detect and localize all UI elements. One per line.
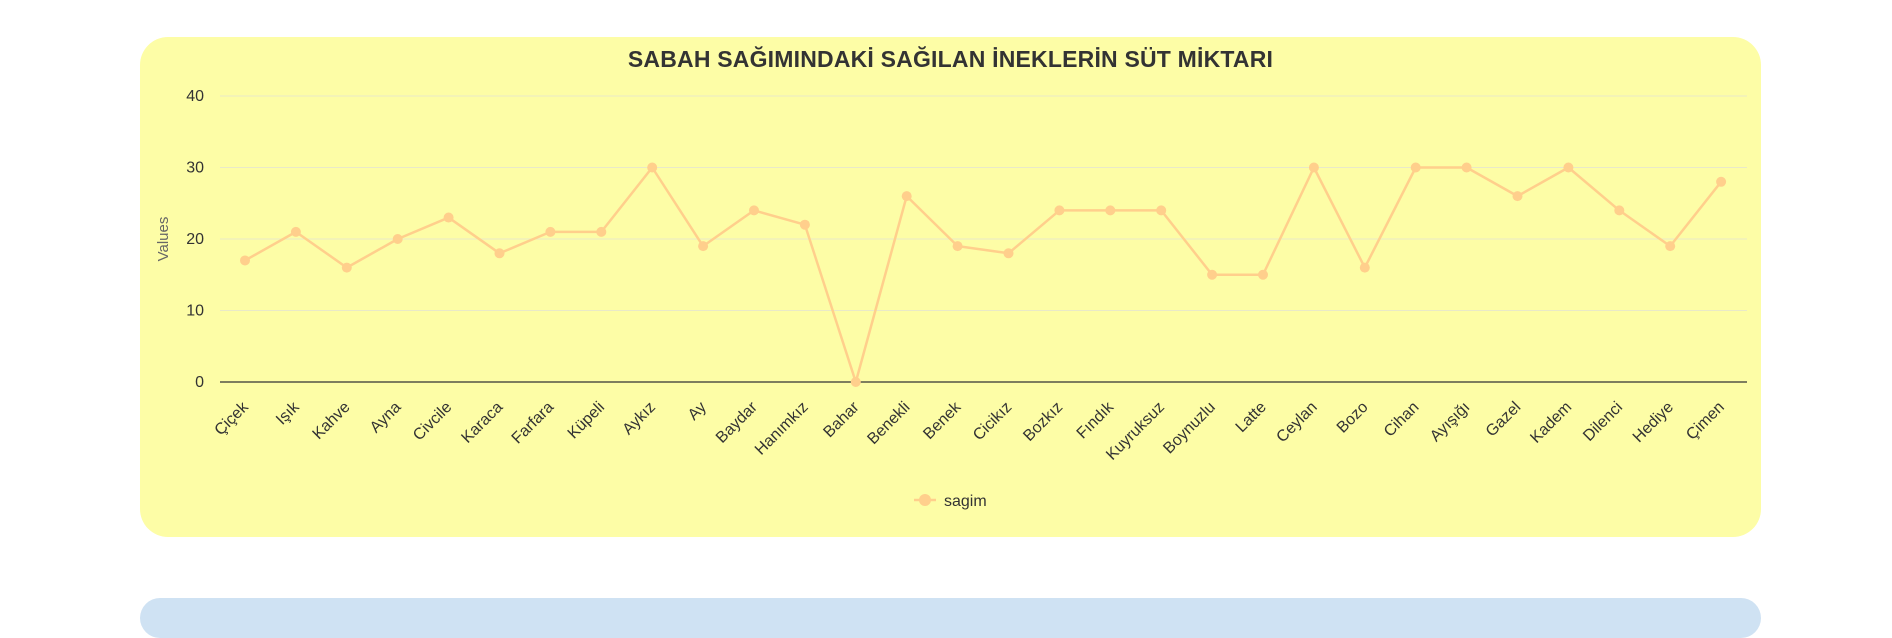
data-point	[1105, 205, 1116, 216]
y-tick-label: 0	[195, 374, 204, 391]
x-tick-label: Işık	[273, 398, 303, 428]
y-tick-label: 20	[186, 231, 204, 248]
data-point	[1207, 269, 1218, 280]
x-tick-label: Hanımkız	[752, 399, 812, 459]
series-line	[244, 166, 1723, 384]
chart-card: SABAH SAĞIMINDAKİ SAĞILAN İNEKLERİN SÜT …	[140, 37, 1761, 537]
data-point	[952, 241, 963, 252]
data-point	[494, 248, 505, 259]
x-tick-label: Hediye	[1630, 399, 1677, 446]
x-tick-label: Civcile	[410, 399, 455, 444]
data-point	[1563, 162, 1574, 173]
x-tick-label: Benek	[920, 398, 965, 443]
x-tick-label: Çiçek	[212, 398, 253, 439]
data-point	[1258, 269, 1268, 280]
data-point	[1512, 191, 1523, 202]
x-tick-label: Bozkız	[1020, 399, 1066, 445]
data-point	[1359, 262, 1370, 273]
x-tick-label: Küpeli	[565, 399, 608, 442]
data-point	[1410, 162, 1421, 173]
x-tick-label: Baydar	[713, 398, 761, 446]
data-point	[1156, 205, 1167, 216]
x-tick-label: Benekli	[864, 399, 913, 448]
x-tick-label: Aykız	[620, 399, 659, 438]
chart-title: SABAH SAĞIMINDAKİ SAĞILAN İNEKLERİN SÜT …	[627, 46, 1274, 72]
x-tick-label: Dilenci	[1580, 399, 1626, 445]
data-point	[1461, 162, 1472, 173]
x-tick-label: Ayışığı	[1427, 399, 1473, 445]
x-tick-label: Farfara	[509, 399, 558, 448]
x-tick-label: Ayna	[367, 399, 405, 437]
data-point	[290, 226, 301, 237]
legend-marker-icon	[919, 494, 931, 506]
y-axis-label: Values	[155, 217, 172, 262]
data-point	[545, 226, 556, 237]
data-point	[1308, 162, 1319, 173]
x-tick-label: Bahar	[820, 398, 863, 441]
data-point	[240, 255, 250, 266]
data-point	[799, 219, 810, 230]
legend-label: sagim	[944, 493, 987, 510]
x-tick-label: Latte	[1233, 399, 1270, 436]
y-tick-label: 30	[186, 160, 204, 177]
x-tick-label: Fındık	[1074, 398, 1118, 442]
x-tick-label: Gazel	[1483, 399, 1525, 441]
x-tick-label: Ay	[685, 399, 710, 424]
data-point	[647, 162, 658, 173]
data-point	[1716, 176, 1727, 187]
y-tick-label: 10	[186, 303, 204, 320]
data-point	[698, 241, 709, 252]
data-point	[341, 262, 352, 273]
data-point	[596, 226, 607, 237]
x-tick-label: Cicikız	[970, 399, 1015, 444]
x-tick-label: Boynuzlu	[1160, 399, 1219, 458]
x-tick-label: Bozo	[1334, 399, 1372, 437]
data-point	[1003, 248, 1014, 259]
line-chart: 0 10 20 30 40 Values Çiçek Işık Kahve Ayna Civcile…	[155, 88, 1747, 510]
data-point	[901, 191, 912, 202]
x-tick-label: Cihan	[1381, 399, 1423, 441]
data-point	[1665, 241, 1676, 252]
x-tick-label: Ceylan	[1273, 399, 1320, 446]
y-tick-label: 40	[186, 88, 204, 105]
data-point	[850, 377, 861, 387]
x-tick-label: Kahve	[310, 399, 354, 443]
data-point	[443, 212, 454, 223]
x-tick-label: Karaca	[458, 399, 506, 447]
data-point	[749, 205, 759, 216]
next-card	[140, 598, 1761, 638]
data-point	[1054, 205, 1065, 216]
data-point	[1614, 205, 1625, 216]
x-tick-label: Çimen	[1683, 399, 1728, 444]
data-point	[392, 234, 403, 244]
x-tick-label: Kadem	[1527, 399, 1575, 447]
